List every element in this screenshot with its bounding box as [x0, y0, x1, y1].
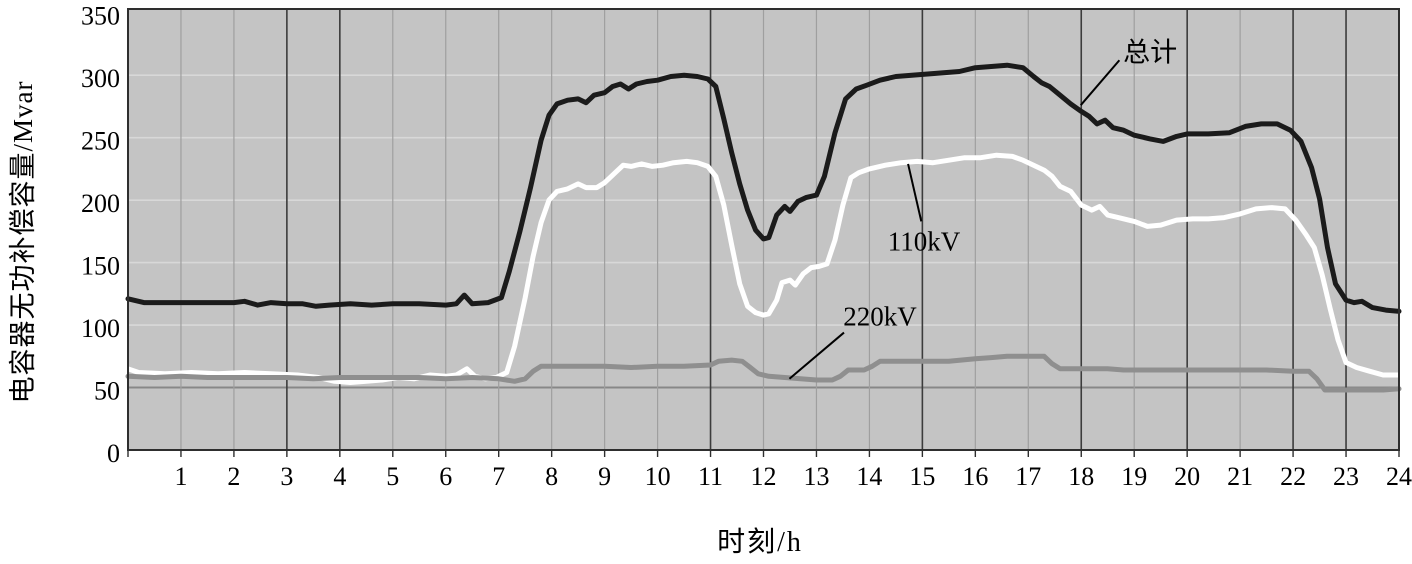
y-tick-label: 300	[81, 64, 120, 93]
x-tick-label: 17	[1015, 462, 1041, 491]
x-tick-label: 16	[962, 462, 988, 491]
x-tick-label: 6	[439, 462, 452, 491]
x-tick-label: 18	[1068, 462, 1094, 491]
y-tick-label: 0	[107, 439, 120, 468]
x-tick-label: 1	[174, 462, 187, 491]
x-tick-label: 2	[227, 462, 240, 491]
annotation-label-total: 总计	[1123, 38, 1177, 68]
annotation-leader-kv110	[907, 163, 923, 222]
series-line-kv110	[125, 152, 1402, 385]
x-tick-label: 22	[1280, 462, 1306, 491]
y-tick-label: 150	[81, 252, 120, 281]
annotation-label-kv110: 110kV	[888, 226, 961, 256]
x-tick-label: 9	[598, 462, 611, 491]
annotation-leader-total	[1079, 59, 1121, 106]
x-axis-title: 时刻/h	[717, 527, 803, 558]
x-tick-label: 15	[909, 462, 935, 491]
x-tick-label: 3	[280, 462, 293, 491]
x-tick-label: 14	[856, 462, 882, 491]
x-tick-label: 5	[386, 462, 399, 491]
x-tick-label: 4	[333, 462, 346, 491]
x-tick-label: 19	[1121, 462, 1147, 491]
y-tick-label: 250	[81, 127, 120, 156]
y-tick-label: 50	[94, 377, 120, 406]
x-tick-label: 13	[803, 462, 829, 491]
x-tick-label: 23	[1333, 462, 1359, 491]
annotation-label-kv220: 220kV	[843, 301, 917, 331]
y-tick-label: 200	[81, 189, 120, 218]
y-tick-label: 100	[81, 314, 120, 343]
series-line-total	[125, 62, 1402, 314]
x-tick-label: 10	[645, 462, 671, 491]
x-tick-label: 12	[751, 462, 777, 491]
y-axis-title: 电容器无功补偿容量/Mvar	[8, 80, 38, 404]
x-tick-label: 7	[492, 462, 505, 491]
x-tick-label: 20	[1174, 462, 1200, 491]
annotation-leader-kv220	[788, 331, 845, 380]
x-tick-label: 24	[1386, 462, 1412, 491]
series-line-kv220	[125, 353, 1402, 393]
x-tick-label: 21	[1227, 462, 1253, 491]
y-tick-label: 350	[81, 2, 120, 31]
x-tick-label: 11	[698, 462, 723, 491]
x-tick-label: 8	[545, 462, 558, 491]
